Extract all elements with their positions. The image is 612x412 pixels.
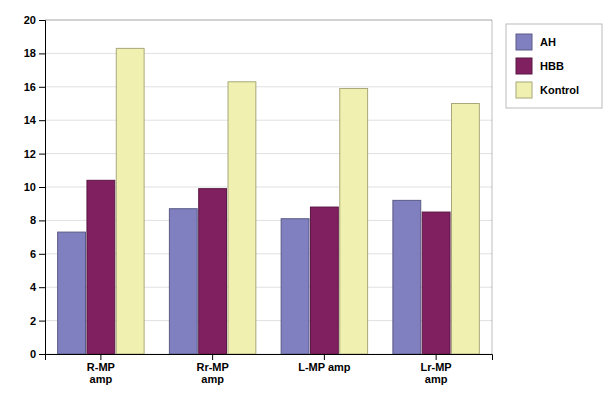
tick-label: 16	[24, 81, 36, 93]
tick-label-line: amp	[90, 373, 113, 385]
tick-mark	[39, 354, 45, 355]
tick-label-line: Lr-MP	[421, 361, 452, 373]
tick-mark	[212, 354, 213, 360]
tick-mark	[100, 354, 101, 360]
y-tick: 18	[24, 47, 45, 59]
legend-swatch	[516, 82, 532, 98]
x-tick: L-MP amp	[298, 354, 351, 373]
y-tick: 12	[24, 148, 45, 160]
tick-mark	[39, 287, 45, 288]
tick-mark	[39, 53, 45, 54]
tick-mark	[39, 87, 45, 88]
legend-label: AH	[540, 36, 556, 48]
tick-label: 18	[24, 47, 36, 59]
grid-line	[45, 86, 492, 87]
y-tick: 20	[24, 14, 45, 26]
axis-domain	[46, 355, 493, 361]
x-tick: R-MPamp	[87, 354, 115, 385]
tick-mark	[324, 354, 325, 360]
tick-label: 12	[24, 148, 36, 160]
tick-label: R-MPamp	[87, 361, 115, 386]
legend-frame	[506, 24, 602, 108]
y-tick: 14	[24, 114, 45, 126]
legend: AH HBB Kontrol	[506, 24, 602, 108]
tick-mark	[39, 220, 45, 221]
bar	[281, 219, 309, 354]
tick-mark	[436, 354, 437, 360]
legend-swatch	[516, 34, 532, 50]
tick-label-line: amp	[425, 373, 448, 385]
grid	[45, 20, 492, 354]
bar	[169, 209, 197, 354]
legend-label: Kontrol	[540, 84, 579, 96]
axis-domain	[39, 21, 46, 355]
frame	[492, 20, 493, 354]
tick-mark	[39, 20, 45, 21]
tick-mark	[39, 321, 45, 322]
y-tick: 2	[30, 315, 45, 327]
tick-label-line: amp	[201, 373, 224, 385]
tick-label: 14	[24, 114, 37, 126]
grid-line	[45, 153, 492, 154]
frame	[45, 20, 492, 21]
y-tick: 4	[30, 281, 45, 293]
tick-label: 0	[30, 348, 36, 360]
tick-label: 10	[24, 181, 36, 193]
legend-item: HBB	[516, 58, 564, 74]
tick-label-line: L-MP amp	[298, 361, 351, 373]
y-tick: 6	[30, 248, 45, 260]
grid-line	[45, 53, 492, 54]
grid-line	[45, 120, 492, 121]
y-axis: 0 2 4 6 8 10 12 14 16 18 20	[24, 14, 46, 360]
y-tick: 8	[30, 214, 45, 226]
grid-line	[45, 20, 492, 21]
tick-mark	[39, 254, 45, 255]
tick-label-line: R-MP	[87, 361, 115, 373]
y-tick: 10	[24, 181, 45, 193]
bar	[116, 48, 144, 354]
tick-mark	[39, 120, 45, 121]
tick-mark	[39, 154, 45, 155]
y-tick: 16	[24, 81, 45, 93]
tick-mark	[39, 187, 45, 188]
bar-series	[116, 48, 479, 354]
tick-label-line: Rr-MP	[196, 361, 228, 373]
bars	[58, 48, 480, 354]
x-axis: R-MPampRr-MPampL-MP ampLr-MPamp	[46, 354, 493, 385]
legend-swatch	[516, 58, 532, 74]
tick-label: Rr-MPamp	[196, 361, 228, 386]
tick-label: L-MP amp	[298, 361, 351, 373]
tick-label: 8	[30, 214, 36, 226]
bar	[310, 207, 338, 354]
tick-label: 20	[24, 14, 36, 26]
tick-label: 2	[30, 315, 36, 327]
bar	[393, 200, 421, 354]
bar	[340, 88, 368, 354]
bar	[199, 189, 227, 354]
tick-label: 4	[30, 281, 37, 293]
x-tick: Rr-MPamp	[196, 354, 228, 385]
chart: 02468101214161820R-MPampRr-MPampL-MP amp…	[0, 0, 612, 412]
bar	[228, 82, 256, 354]
x-tick: Lr-MPamp	[421, 354, 452, 385]
tick-label: Lr-MPamp	[421, 361, 452, 386]
bar	[87, 180, 115, 354]
bar	[452, 104, 480, 355]
legend-label: HBB	[540, 60, 564, 72]
plot: 02468101214161820R-MPampRr-MPampL-MP amp…	[24, 14, 493, 385]
y-tick: 0	[30, 348, 45, 360]
legend-item: Kontrol	[516, 82, 579, 98]
legend-item: AH	[516, 34, 556, 50]
tick-label: 6	[30, 248, 36, 260]
bar	[422, 212, 450, 354]
bar	[58, 232, 86, 354]
